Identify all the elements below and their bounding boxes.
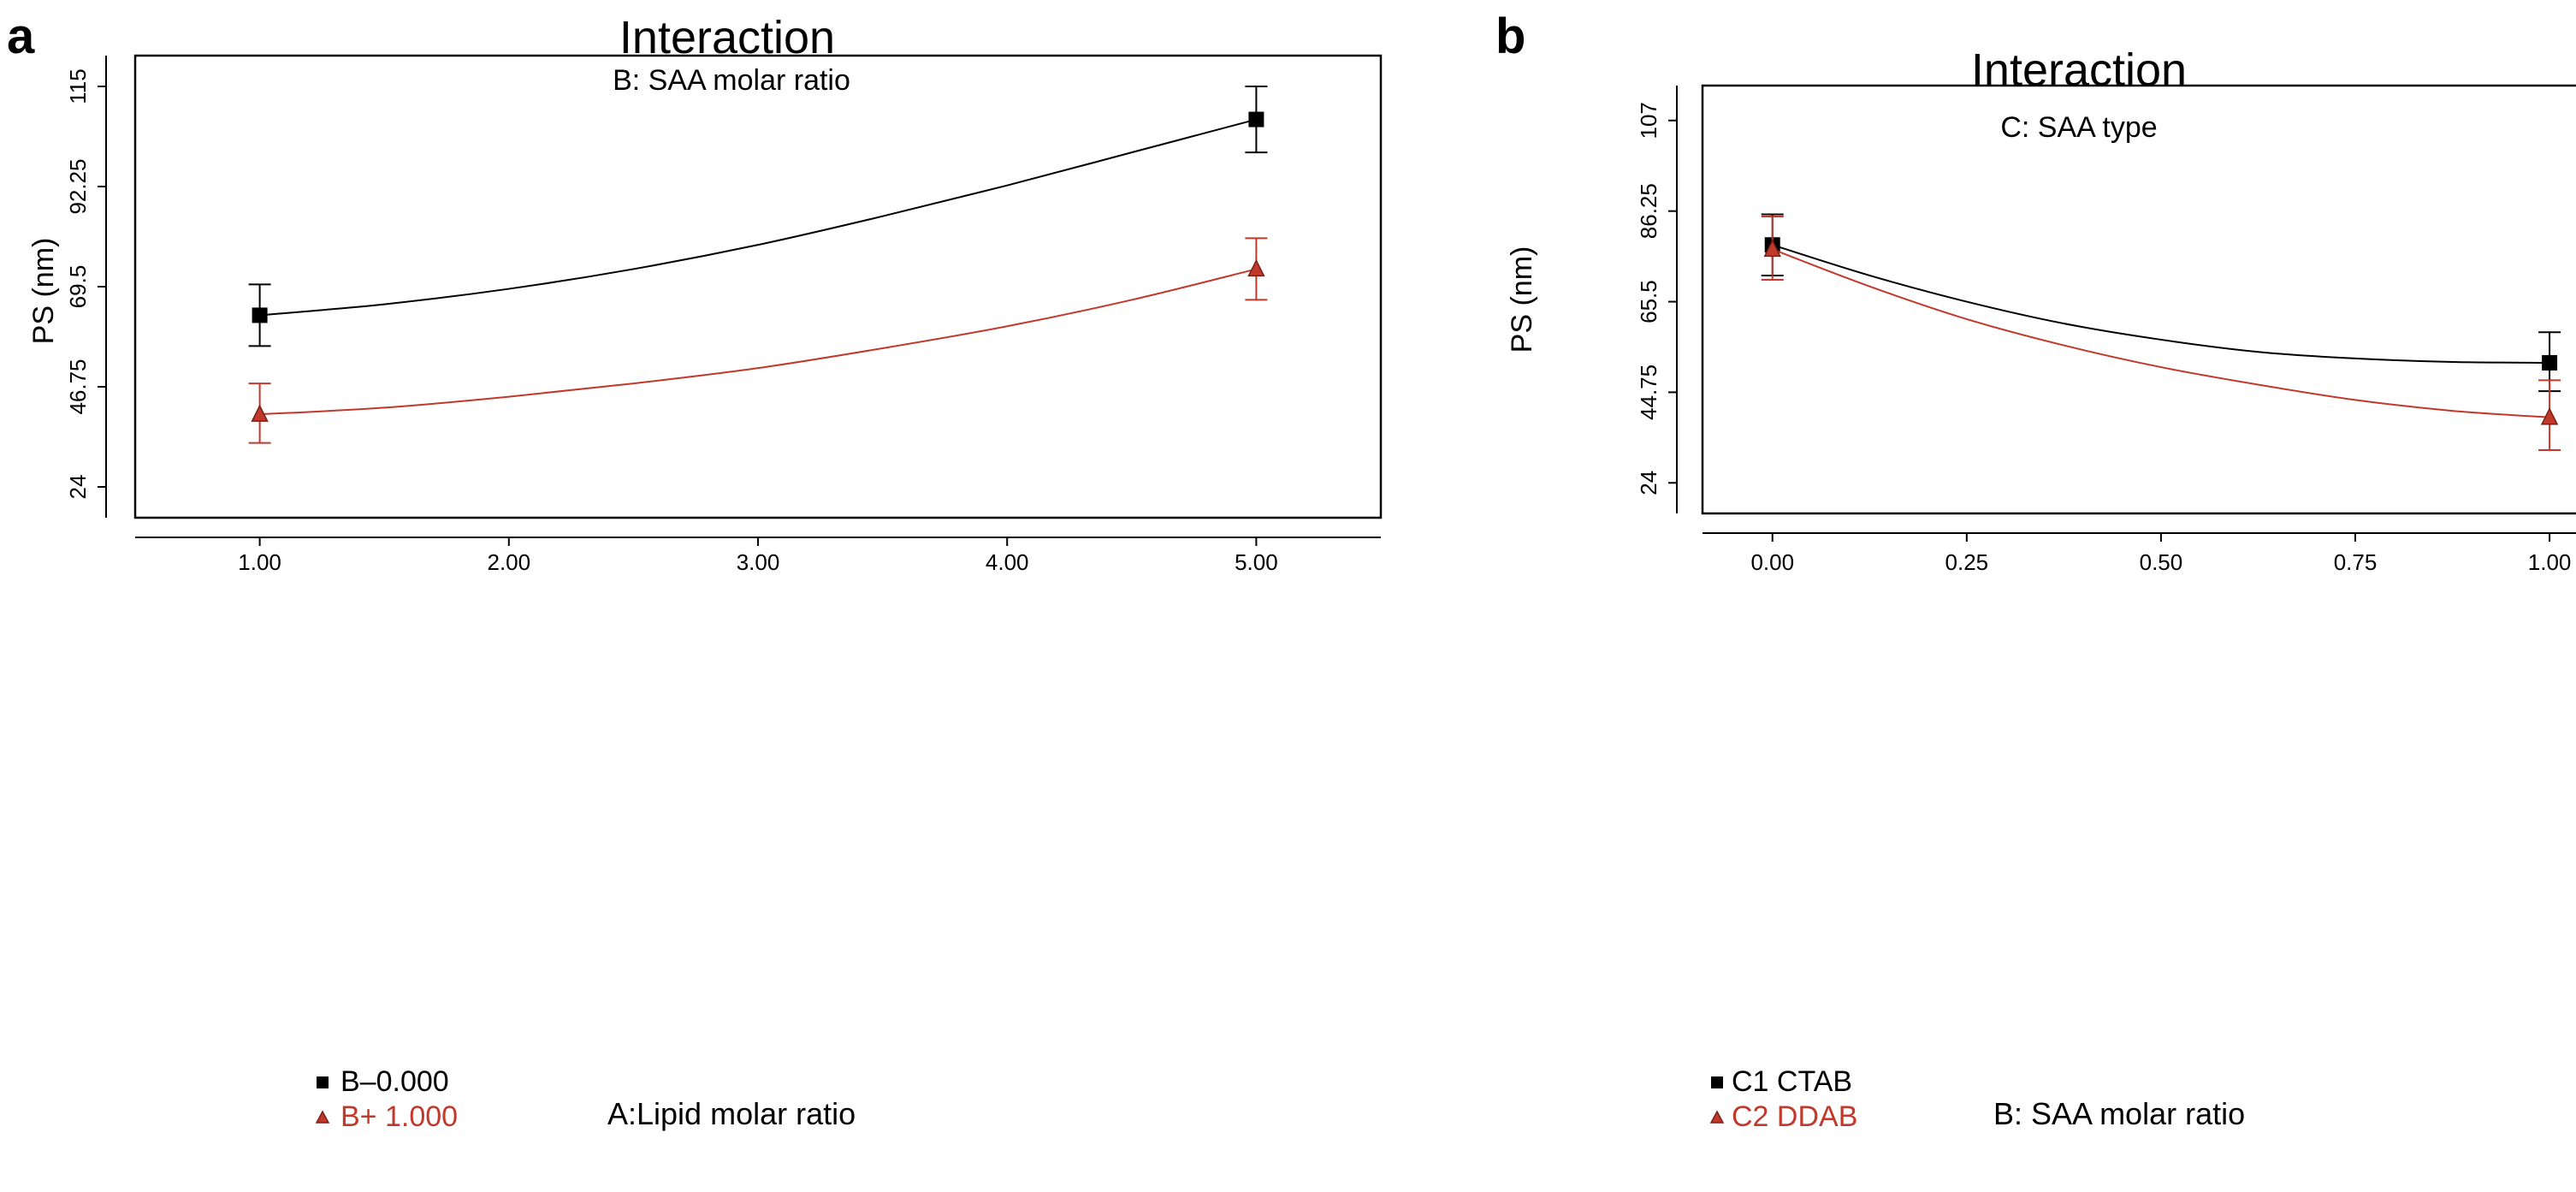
chart-b-x-tick-label: 1.00	[2528, 549, 2572, 575]
chart-b-y-tick-label: 86.25	[1636, 183, 1661, 239]
chart-a-axes: 24 46.75 69.5 92.25 115 1.00 2.00 3.00 4.00 5.00	[65, 56, 1381, 575]
chart-a-legend: B–0.000 B+ 1.000	[315, 1065, 458, 1133]
chart-b-ylabel: PS (nm)	[1506, 246, 1538, 353]
chart-a-y-tick-label: 24	[65, 475, 91, 500]
legend-a-label-0: B–0.000	[341, 1065, 449, 1098]
chart-b-y-tick-label: 44.75	[1636, 365, 1661, 420]
legend-a-marker-1	[315, 1110, 330, 1124]
chart-a-plot-area	[248, 86, 1268, 444]
legend-b-marker-0	[1711, 1076, 1723, 1088]
legend-b-label-0: C1 CTAB	[1732, 1065, 1852, 1098]
panel-b: b Interaction C: SAA type PS (nm) 24 44.7…	[1495, 9, 2576, 1133]
panel-a: a Interaction B: SAA molar ratio PS (nm)…	[7, 9, 1383, 1133]
chart-a-series-1-line	[259, 268, 1257, 416]
chart-b-series-0-point	[2542, 354, 2558, 371]
chart-b-series-0-line	[1772, 244, 2550, 364]
chart-b-y-tick-label: 107	[1636, 102, 1661, 139]
chart-b-xlabel: B: SAA molar ratio	[1993, 1096, 2245, 1131]
chart-a-xlabel: A:Lipid molar ratio	[607, 1096, 856, 1131]
chart-b-series-1-point	[1763, 239, 1781, 258]
chart-a-x-tick-label: 1.00	[238, 549, 281, 575]
chart-b-series-1-point	[2540, 407, 2559, 425]
panel-letter-b: b	[1495, 9, 1525, 64]
chart-a-ylabel: PS (nm)	[27, 238, 60, 345]
chart-b-x-tick-label: 0.75	[2334, 549, 2378, 575]
chart-b-frame	[1701, 84, 2576, 515]
chart-a-y-tick-label: 46.75	[65, 359, 91, 414]
legend-b-label-1: C2 DDAB	[1732, 1100, 1857, 1133]
chart-b-y-tick-label: 24	[1636, 471, 1661, 495]
chart-a-x-tick-label: 3.00	[737, 549, 780, 575]
chart-a-x-tick-label: 4.00	[986, 549, 1029, 575]
chart-a-y-tick-label: 69.5	[65, 265, 91, 309]
chart-b-series-1-line	[1772, 248, 2550, 418]
chart-a-subtitle: B: SAA molar ratio	[613, 64, 850, 97]
chart-b-plot-area	[1761, 213, 2561, 452]
chart-a-series-0-point	[252, 307, 268, 323]
legend-b-marker-1	[1709, 1110, 1725, 1124]
chart-a-series-0-point	[1248, 111, 1264, 128]
chart-a-y-tick-label: 92.25	[65, 158, 91, 214]
chart-a-series-1-point	[251, 404, 269, 422]
chart-a-x-tick-label: 2.00	[487, 549, 530, 575]
chart-b-x-tick-label: 0.00	[1750, 549, 1794, 575]
chart-b-y-tick-label: 65.5	[1636, 280, 1661, 323]
chart-b-title: Interaction	[1971, 44, 2187, 96]
panel-letter-a: a	[7, 9, 35, 64]
chart-b-x-tick-label: 0.25	[1945, 549, 1989, 575]
chart-a-series-0-line	[259, 118, 1257, 317]
legend-a-marker-0	[317, 1076, 329, 1088]
chart-b-subtitle: C: SAA type	[2000, 111, 2157, 144]
chart-a-frame	[133, 54, 1383, 519]
chart-a-y-tick-label: 115	[65, 68, 91, 104]
chart-b-axes: 24 44.75 65.5 86.25 107 0.00 0.25 0.50 0.75 1.00	[1636, 86, 2576, 575]
chart-b-legend: C1 CTAB C2 DDAB	[1709, 1065, 1857, 1133]
chart-a-x-tick-label: 5.00	[1235, 549, 1278, 575]
legend-a-label-1: B+ 1.000	[341, 1100, 458, 1133]
chart-b-x-tick-label: 0.50	[2140, 549, 2183, 575]
chart-a-series-1-point	[1247, 258, 1265, 277]
